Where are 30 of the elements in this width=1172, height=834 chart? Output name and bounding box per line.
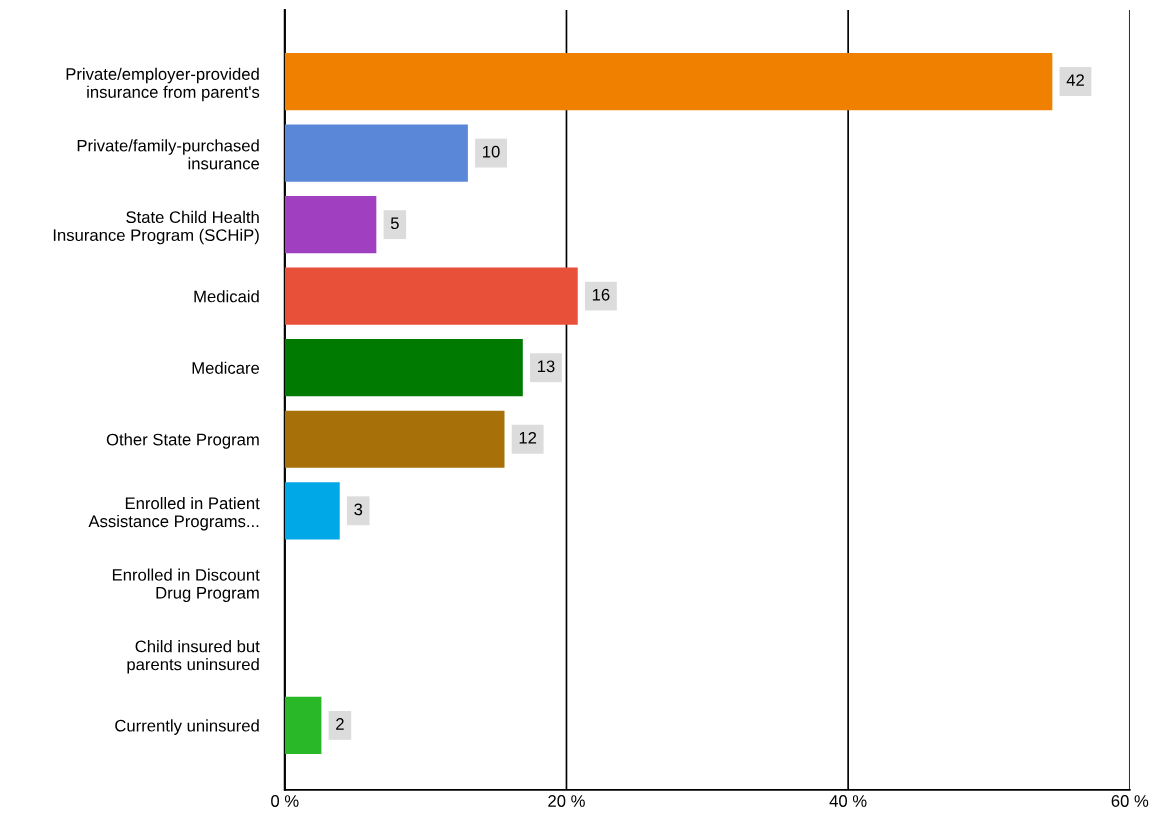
bar: [284, 410, 505, 468]
y-tick-label: Private/employer-provided insurance from parent's: [66, 67, 260, 102]
annotation: 5: [390, 217, 399, 230]
annotation: 2: [336, 718, 344, 730]
bar: [284, 52, 1053, 111]
bar: [284, 267, 578, 325]
y-tick-label: Medicaid: [194, 290, 259, 303]
bar: [284, 124, 468, 182]
annotation: 42: [1066, 74, 1084, 86]
annotation: 13: [537, 360, 555, 373]
annotation: 10: [483, 145, 500, 158]
annotation: 12: [519, 431, 537, 444]
x-tick-label: 0 %: [271, 795, 299, 807]
bar: [284, 482, 340, 540]
y-tick-label: Other State Program: [106, 433, 259, 449]
y-tick-label: Enrolled in Patient Assistance Programs...: [88, 496, 260, 531]
y-tick-label: Enrolled in Discount Drug Program: [112, 568, 260, 603]
x-tick-label: 60 %: [1111, 795, 1149, 807]
y-tick-label: Child insured but parents uninsured: [127, 640, 260, 674]
x-tick-label: 20 %: [548, 795, 585, 807]
annotation: 3: [354, 503, 363, 516]
bar: [284, 196, 377, 254]
y-tick-label: State Child Health Insurance Program (SCHiP): [53, 210, 259, 245]
x-tick-label: 40 %: [829, 795, 867, 807]
y-tick-label: Medicare: [192, 361, 260, 374]
annotation: 16: [592, 288, 610, 301]
y-tick-label: Currently uninsured: [115, 719, 259, 735]
y-tick-label: Private/family-purchased insurance: [77, 139, 260, 170]
bar: [284, 696, 322, 755]
bar: [284, 339, 523, 397]
